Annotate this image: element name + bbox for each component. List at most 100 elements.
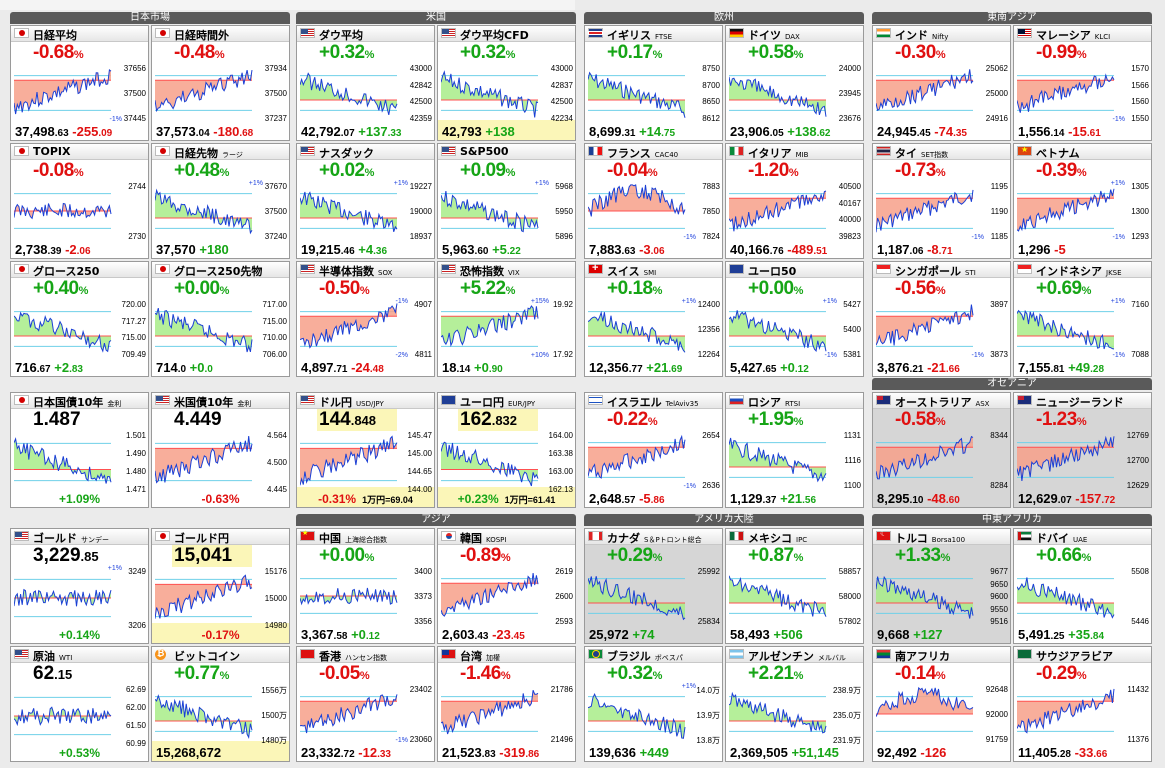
market-card-ftse[interactable]: イギリス FTSE 8750 8700 8650 8612 +0.17% 8,699.31 +…	[584, 25, 723, 141]
market-card-tasi[interactable]: サウジアラビア 11432 11376 -0.29% 11,405.28 -33.66	[1013, 646, 1152, 762]
market-card-tsx[interactable]: カナダ S＆Pトロント総合 25992 25834 +0.29% 25,972 +74	[584, 528, 723, 644]
price-change: -21.66	[927, 360, 960, 375]
axis-label: 40500	[838, 182, 861, 191]
market-card-dax[interactable]: ドイツ DAX 24000 23945 23676 +0.58% 23,906.05 +13…	[725, 25, 864, 141]
axis-label: 4.564	[266, 431, 287, 440]
axis-label: 5400	[843, 325, 861, 334]
market-card-asx[interactable]: オーストラリア ASX 8344 8284 -0.58% 8,295.10 -48.60	[872, 392, 1011, 508]
jp-flag-icon	[14, 28, 29, 38]
change-percent: -0.14%	[895, 663, 946, 684]
market-card-vn[interactable]: ベトナム 1305 1300 1293 +1% -1% -0.39% 1,296 -5	[1013, 143, 1152, 259]
price-line	[1017, 688, 1115, 734]
price-change: +506	[773, 627, 803, 642]
axis-label: 1.490	[125, 449, 146, 458]
market-card-wti[interactable]: 原油 WTI 62.69 62.00 61.50 60.99 62.15 +0.53%	[10, 646, 149, 762]
market-card-nifty[interactable]: インド Nifty 25062 25000 24916 -0.30% 24,945.45 -…	[872, 25, 1011, 141]
market-card-twse[interactable]: 台湾 加權 21786 21496 -1.46% 21,523.83 -319.86	[437, 646, 576, 762]
axis-label: 164.00	[548, 431, 573, 440]
market-card-nikkei[interactable]: 日経平均 37656 37500 37445 -1% -0.68% 37,498.63 -2…	[10, 25, 149, 141]
market-card-jgb10[interactable]: 日本国債10年 金利 1.501 1.490 1.480 1.471 1.487 +1.09%	[10, 392, 149, 508]
change-percent: -0.39%	[1036, 160, 1087, 181]
change-area	[588, 184, 685, 217]
change-area	[300, 73, 397, 115]
market-card-topix[interactable]: TOPIX 2744 2730 -0.08% 2,738.39 -2.06	[10, 143, 149, 259]
price-line-bottom: 12,356.77 +21.69	[589, 360, 683, 375]
market-card-g250f[interactable]: グロース250先物 717.00 715.00 710.00 706.00 +0.00% 7…	[151, 261, 290, 377]
price-line	[876, 435, 974, 480]
change-footer: +0.14%	[11, 628, 148, 642]
market-card-cac[interactable]: フランス CAC40 7883 7850 7824 -1% -0.04% 7,883.63 -…	[584, 143, 723, 259]
instrument-name: 米国債10年 金利	[174, 396, 252, 409]
market-card-nasdaq[interactable]: ナスダック 19227 19000 18937 +1% +0.02% 19,215.46 +…	[296, 143, 435, 259]
percent-band-label: -1%	[109, 116, 122, 123]
market-card-hsi[interactable]: 香港 ハンセン指数 23402 23060 -1% -0.05% 23,332.72 -12…	[296, 646, 435, 762]
market-card-merval[interactable]: アルゼンチン メルバル 238.9万 235.0万 231.9万 +2.21% 2,369,…	[725, 646, 864, 762]
price-line	[155, 436, 253, 484]
market-card-sti[interactable]: シンガポール STI 3897 3873 -1% -0.56% 3,876.21 -21.6…	[872, 261, 1011, 377]
price-change: -255.09	[72, 124, 113, 139]
cn-flag-icon	[300, 529, 315, 541]
change-percent: +0.77%	[174, 663, 229, 684]
card-title-bar: 南アフリカ	[873, 647, 1010, 663]
axis-label: 3873	[990, 350, 1008, 359]
market-card-eurjpy[interactable]: ユーロ円 EUR/JPY 164.00 163.38 163.00 162.13 162.8…	[437, 392, 576, 508]
price-line	[876, 304, 974, 346]
market-card-set[interactable]: タイ SET指数 1195 1190 1185 -1% -0.73% 1,187.06 -8.…	[872, 143, 1011, 259]
change-percent: -1.23%	[1036, 409, 1087, 430]
market-card-nkfut[interactable]: 日経先物 ラージ 37670 37500 37240 +1% +0.48% 37,570 +1…	[151, 143, 290, 259]
market-card-sp500[interactable]: S&P500 5968 5950 5896 +1% +0.09% 5,963.60 +5.2…	[437, 143, 576, 259]
change-area	[300, 694, 397, 733]
price-line-bottom: 42,793 +138	[442, 124, 515, 139]
last-price: 11,405	[1018, 745, 1058, 760]
axis-label: 12700	[1126, 456, 1149, 465]
region-header: 日本市場	[10, 12, 290, 24]
market-card-vix[interactable]: 恐怖指数 VIX 19.92 17.92 +15% +10% +5.22% 18.14 +0.…	[437, 261, 576, 377]
card-title-bar: タイ SET指数	[873, 144, 1010, 160]
price-chart	[588, 434, 686, 479]
axis-label: 23402	[409, 685, 432, 694]
price-line	[14, 311, 112, 353]
market-card-nz[interactable]: ニュージーランド 12769 12700 12629 -1.23% 12,629.07 -…	[1013, 392, 1152, 508]
axis-label: 717.27	[121, 317, 146, 326]
market-card-jse[interactable]: 南アフリカ 92648 92000 91759 -0.14% 92,492 -126	[872, 646, 1011, 762]
market-card-gold[interactable]: ゴールド サンデー 3249 3206 +1% 3,229.85 +0.14%	[10, 528, 149, 644]
price-chart	[155, 574, 253, 619]
market-card-dfm[interactable]: ドバイ UAE 5508 5446 +0.66% 5,491.25 +35.84	[1013, 528, 1152, 644]
axis-label: 715.00	[262, 317, 287, 326]
market-card-klci[interactable]: マレーシア KLCI 1570 1566 1560 1550 -1% -0.99% 1,556.…	[1013, 25, 1152, 141]
last-price: 2,738	[15, 242, 48, 257]
market-card-eu50[interactable]: ユーロ50 5427 5400 5381 +1% -1% +0.00% 5,427.65 +0…	[725, 261, 864, 377]
ca-flag-icon	[588, 531, 603, 541]
axis-label: 720.00	[121, 300, 146, 309]
price-change: -157.72	[1075, 491, 1116, 506]
instrument-name: ゴールド サンデー	[33, 532, 109, 545]
price-change: +449	[639, 745, 669, 760]
market-card-usdjpy[interactable]: ドル円 USD/JPY 145.47 145.00 144.65 144.00 144.84…	[296, 392, 435, 508]
instrument-code: EUR/JPY	[508, 400, 536, 408]
market-card-goldjpy[interactable]: ゴールド円 15176 15000 14980 15,041 -0.17%	[151, 528, 290, 644]
market-card-ipc[interactable]: メキシコ IPC 58857 58000 57802 +0.87% 58,493 +506	[725, 528, 864, 644]
market-card-btc[interactable]: ビットコイン 1556万 1500万 1480万 +0.77% 15,268,672	[151, 646, 290, 762]
axis-label: 162.13	[548, 485, 573, 494]
market-card-bovespa[interactable]: ブラジル ボベスパ 14.0万 13.9万 13.8万 +1% +0.32% 139,636 …	[584, 646, 723, 762]
market-card-ta35[interactable]: イスラエル TelAviv35 2654 2636 -1% -0.22% 2,648.57 …	[584, 392, 723, 508]
market-card-sox[interactable]: 半導体指数 SOX 4907 4811 -1% -2% -0.50% 4,897.71 -24…	[296, 261, 435, 377]
market-card-kospi[interactable]: 韓国 KOSPI 2619 2600 2593 -0.89% 2,603.43 -23.45	[437, 528, 576, 644]
market-card-dowcfd[interactable]: ダウ平均CFD 43000 42837 42500 42234 +0.32% 42,793 …	[437, 25, 576, 141]
market-card-dow[interactable]: ダウ平均 43000 42842 42500 42359 +0.32% 42,792.07 …	[296, 25, 435, 141]
instrument-name: 日経平均	[33, 29, 77, 42]
change-percent: +0.00%	[748, 278, 803, 299]
instrument-code: メルバル	[817, 654, 846, 662]
market-card-nikkei_ah[interactable]: 日経時間外 37934 37500 37237 -0.48% 37,573.04 -180…	[151, 25, 290, 141]
axis-label: 8612	[702, 114, 720, 123]
market-card-g250[interactable]: グロース250 720.00 717.27 715.00 709.49 +0.40% 716…	[10, 261, 149, 377]
market-card-ust10[interactable]: 米国債10年 金利 4.564 4.500 4.445 4.449 -0.63%	[151, 392, 290, 508]
market-card-mib[interactable]: イタリア MIB 40500 40167 40000 39823 -1.20% 40,166.…	[725, 143, 864, 259]
market-card-rtsi[interactable]: ロシア RTSI 1131 1116 1100 +1.95% 1,129.37 +21.56	[725, 392, 864, 508]
axis-label: 25062	[985, 64, 1008, 73]
price-chart	[588, 310, 686, 353]
market-card-jkse[interactable]: インドネシア JKSE 7160 7088 +1% -1% +0.69% 7,155.81 +…	[1013, 261, 1152, 377]
